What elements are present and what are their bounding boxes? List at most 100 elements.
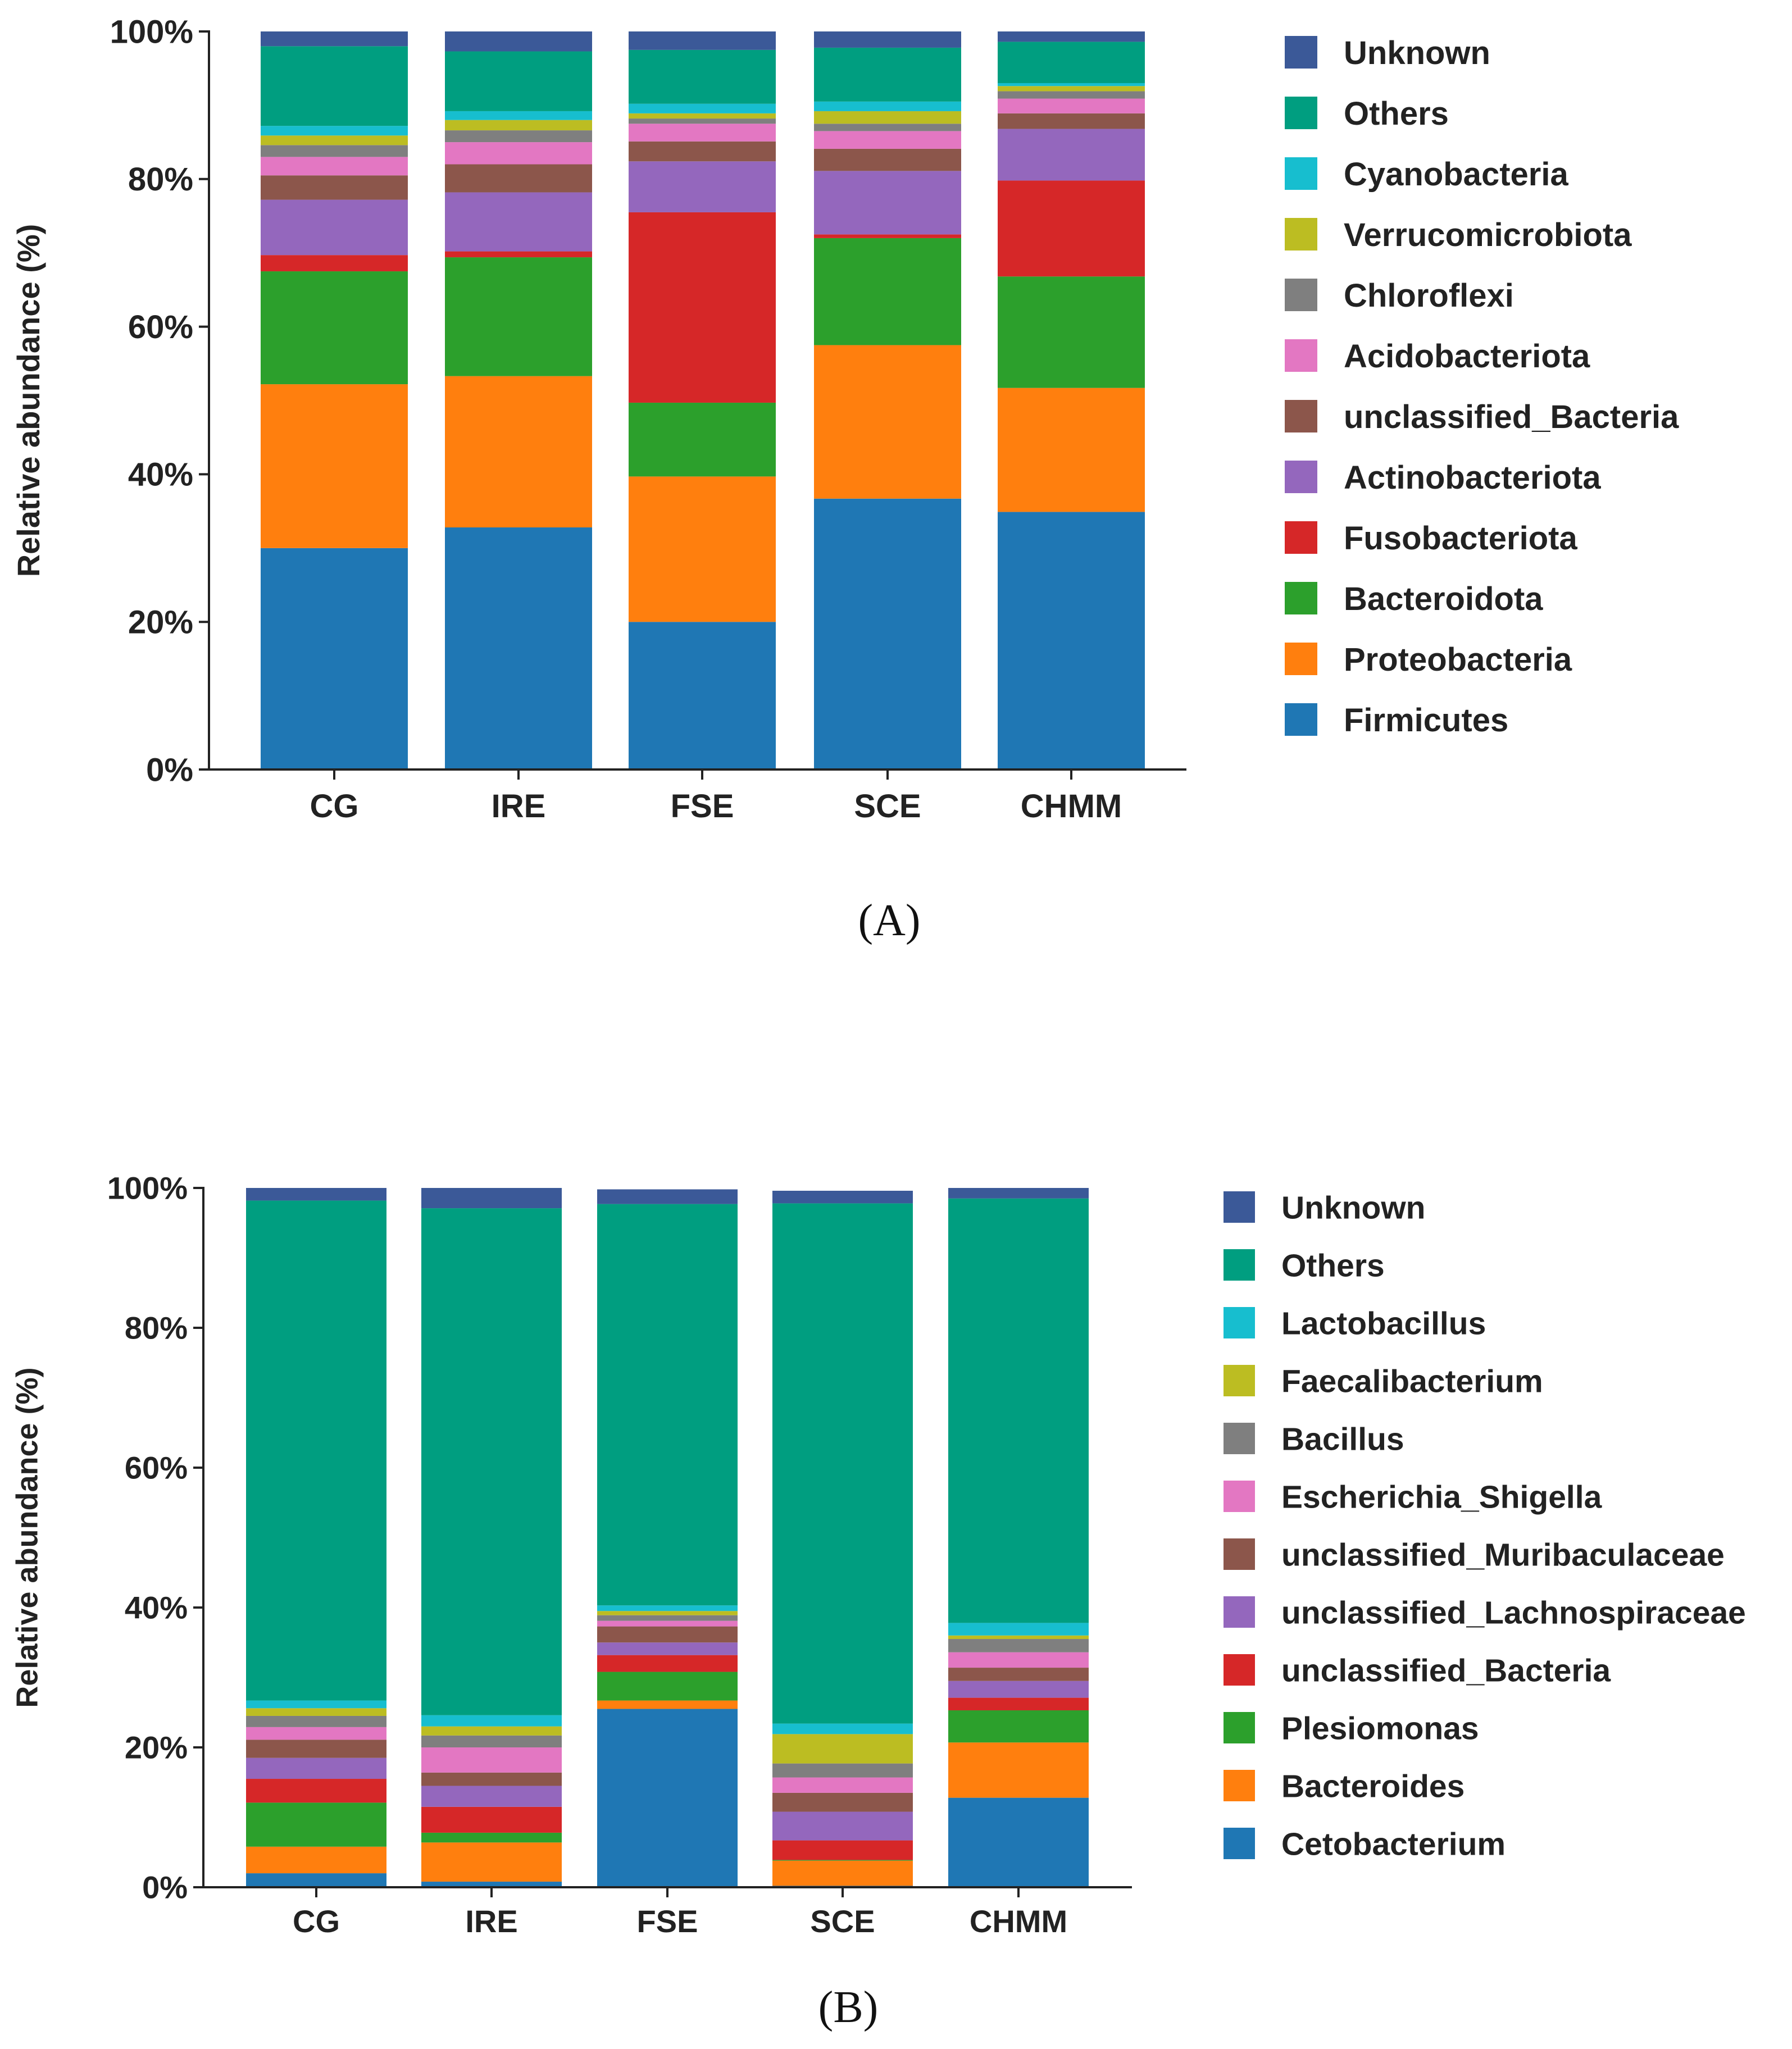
bar-segment-cg-chloroflexi <box>261 145 408 157</box>
bar-segment-cg-bacteroidota <box>261 271 408 385</box>
bar-segment-chmm-others <box>948 1198 1089 1623</box>
bar-segment-chmm-others <box>998 42 1145 83</box>
bar-segment-sce-unclassified-lachnospiraceae <box>772 1811 913 1841</box>
x-tick-label-sce: SCE <box>810 1904 875 1939</box>
legend-swatch-unclassified-bacteria <box>1224 1654 1255 1686</box>
legend-swatch-fusobacteriota <box>1285 521 1317 554</box>
y-axis-label: Relative abundance (%) <box>11 224 46 577</box>
bar-segment-sce-firmicutes <box>814 498 961 769</box>
legend-swatch-unclassified-muribaculaceae <box>1224 1538 1255 1570</box>
legend-label-verrucomicrobiota: Verrucomicrobiota <box>1344 217 1632 253</box>
bar-segment-ire-unknown <box>421 1188 562 1209</box>
panel-caption-b: (B) <box>818 1983 879 2032</box>
bar-segment-cg-unclassified-bacteria <box>261 175 408 200</box>
legend-swatch-bacteroidota <box>1285 582 1317 614</box>
bar-segment-cg-proteobacteria <box>261 384 408 548</box>
bar-segment-chmm-bacteroides <box>948 1742 1089 1798</box>
bar-segment-sce-fusobacteriota <box>814 234 961 238</box>
bar-segment-ire-bacteroidota <box>445 257 592 376</box>
bar-segment-cg-escherichia-shigella <box>246 1727 386 1740</box>
bar-segment-cg-acidobacteriota <box>261 157 408 176</box>
bar-segment-fse-bacteroides <box>597 1700 738 1709</box>
bar-segment-fse-unknown <box>597 1189 738 1204</box>
y-tick-label: 80% <box>125 1310 188 1346</box>
bar-segment-chmm-unclassified-bacteria <box>948 1697 1089 1711</box>
bar-segment-sce-proteobacteria <box>814 345 961 499</box>
bar-segment-fse-proteobacteria <box>629 476 776 622</box>
y-tick-label: 100% <box>110 13 193 50</box>
bar-segment-ire-unknown <box>445 31 592 52</box>
bar-segment-fse-firmicutes <box>629 622 776 769</box>
legend-swatch-cetobacterium <box>1224 1828 1255 1859</box>
legend-label-unknown: Unknown <box>1344 35 1490 71</box>
legend-label-faecalibacterium: Faecalibacterium <box>1281 1364 1543 1400</box>
bar-segment-fse-others <box>597 1204 738 1606</box>
bar-segment-ire-escherichia-shigella <box>421 1747 562 1773</box>
bar-segment-chmm-unclassified-muribaculaceae <box>948 1668 1089 1681</box>
bar-segment-cg-unknown <box>246 1188 386 1201</box>
bar-segment-cg-bacillus <box>246 1715 386 1727</box>
legend-swatch-proteobacteria <box>1285 643 1317 675</box>
bar-segment-ire-verrucomicrobiota <box>445 120 592 131</box>
bar-segment-fse-plesiomonas <box>597 1672 738 1701</box>
y-tick-label: 20% <box>128 604 193 641</box>
legend-label-actinobacteriota: Actinobacteriota <box>1344 459 1601 496</box>
bar-segment-fse-unclassified-lachnospiraceae <box>597 1642 738 1655</box>
bar-segment-ire-acidobacteriota <box>445 142 592 165</box>
bar-segment-chmm-chloroflexi <box>998 91 1145 99</box>
legend-label-others: Others <box>1344 95 1449 132</box>
legend-swatch-bacillus <box>1224 1423 1255 1454</box>
bar-segment-sce-unclassified-muribaculaceae <box>772 1792 913 1812</box>
legend-swatch-plesiomonas <box>1224 1712 1255 1743</box>
bar-segment-cg-faecalibacterium <box>246 1708 386 1716</box>
legend-label-plesiomonas: Plesiomonas <box>1281 1711 1479 1747</box>
x-tick-label-ire: IRE <box>465 1904 517 1939</box>
bar-segment-fse-unclassified-bacteria <box>597 1655 738 1672</box>
bar-segment-ire-lactobacillus <box>421 1715 562 1727</box>
bar-segment-chmm-unclassified-bacteria <box>998 113 1145 129</box>
bar-segment-fse-unknown <box>629 31 776 50</box>
bar-segment-cg-unknown <box>261 31 408 47</box>
bar-segment-ire-others <box>445 51 592 111</box>
bar-segment-ire-fusobacteriota <box>445 251 592 258</box>
x-tick-label-sce: SCE <box>854 788 921 825</box>
legend-label-bacteroidota: Bacteroidota <box>1344 581 1543 617</box>
bar-segment-sce-unclassified-bacteria <box>772 1840 913 1860</box>
bar-segment-chmm-faecalibacterium <box>948 1635 1089 1640</box>
bar-segment-chmm-actinobacteriota <box>998 129 1145 181</box>
bar-segment-ire-unclassified-bacteria <box>421 1806 562 1833</box>
legend-label-fusobacteriota: Fusobacteriota <box>1344 520 1577 557</box>
bar-segment-ire-firmicutes <box>445 527 592 769</box>
bar-segment-chmm-bacteroidota <box>998 276 1145 388</box>
bar-segment-sce-bacteroides <box>772 1860 913 1886</box>
bar-segment-sce-escherichia-shigella <box>772 1777 913 1793</box>
bar-segment-cg-plesiomonas <box>246 1802 386 1847</box>
bar-segment-chmm-proteobacteria <box>998 388 1145 512</box>
bar-segment-chmm-unknown <box>998 31 1145 42</box>
x-tick-label-cg: CG <box>293 1904 340 1939</box>
figure-panel-a: 0% 20% 40% 60% 80% 100% CG IRE FSE SCE CHMM Relativ… <box>0 0 1792 966</box>
bar-segment-cg-others <box>261 46 408 126</box>
bar-segment-fse-verrucomicrobiota <box>629 113 776 119</box>
bar-segment-cg-unclassified-bacteria <box>246 1779 386 1803</box>
bar-segment-cg-unclassified-muribaculaceae <box>246 1740 386 1758</box>
x-tick-label-chmm: CHMM <box>1021 788 1122 825</box>
bar-segment-cg-fusobacteriota <box>261 255 408 272</box>
bar-segment-sce-chloroflexi <box>814 124 961 131</box>
bar-segment-sce-lactobacillus <box>772 1723 913 1734</box>
legend-swatch-unclassified-bacteria <box>1285 400 1317 432</box>
bar-segment-ire-actinobacteriota <box>445 192 592 252</box>
y-tick-label: 40% <box>128 457 193 493</box>
legend-label-unknown: Unknown <box>1281 1190 1425 1226</box>
legend-swatch-others <box>1285 97 1317 129</box>
bar-segment-ire-others <box>421 1208 562 1715</box>
y-tick-label: 0% <box>146 752 193 788</box>
bar-segment-ire-cetobacterium <box>421 1882 562 1887</box>
bar-segment-ire-cyanobacteria <box>445 111 592 120</box>
bar-segment-sce-acidobacteriota <box>814 131 961 149</box>
bar-segment-sce-unknown <box>772 1190 913 1204</box>
bar-segment-fse-cetobacterium <box>597 1709 738 1887</box>
bar-segment-ire-bacteroides <box>421 1842 562 1882</box>
y-tick-label: 60% <box>125 1450 188 1486</box>
bar-segment-cg-cyanobacteria <box>261 126 408 136</box>
